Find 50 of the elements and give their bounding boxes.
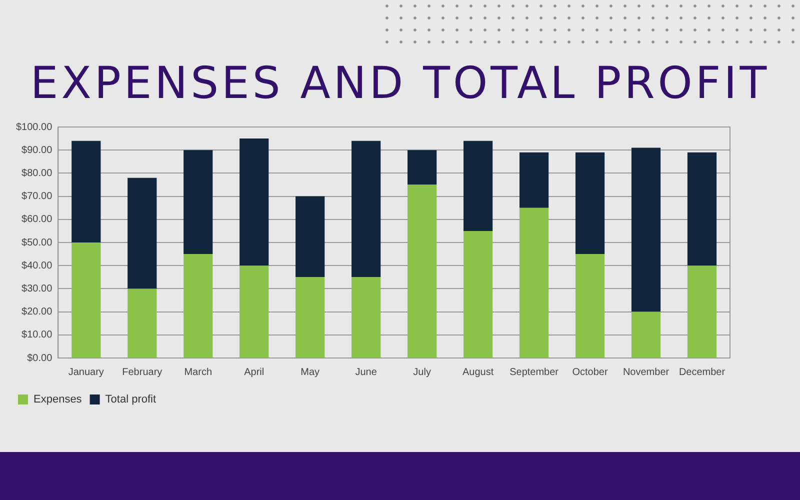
- x-tick-label: January: [68, 366, 104, 378]
- bar: [352, 277, 381, 358]
- y-tick-label: $40.00: [22, 260, 53, 272]
- chart-title: EXPENSES AND TOTAL PROFIT: [29, 58, 771, 109]
- y-tick-label: $70.00: [22, 191, 53, 202]
- y-tick-label: $90.00: [22, 144, 53, 156]
- y-tick-label: $100.00: [16, 122, 53, 133]
- bar: [519, 208, 549, 358]
- bar: [575, 152, 605, 254]
- y-tick-label: $30.00: [22, 283, 53, 294]
- bar: [464, 140, 493, 231]
- bar: [240, 266, 269, 358]
- x-tick-label: March: [184, 366, 212, 378]
- x-tick-label: September: [510, 366, 560, 378]
- bar: [408, 150, 437, 185]
- x-tick-label: February: [122, 366, 162, 378]
- bar: [408, 184, 437, 358]
- x-tick-label: July: [413, 366, 431, 378]
- bar: [240, 138, 269, 266]
- bar: [184, 150, 213, 254]
- x-tick-label: June: [355, 366, 378, 378]
- x-tick-label: December: [678, 366, 726, 378]
- bar: [464, 230, 493, 358]
- bar: [72, 242, 101, 358]
- bar: [296, 277, 325, 358]
- legend-label: Expenses: [34, 394, 82, 406]
- bar: [687, 152, 717, 266]
- y-tick-label: $20.00: [22, 306, 53, 318]
- legend-label: Total profit: [105, 394, 156, 406]
- bar: [128, 288, 157, 358]
- bar: [519, 152, 549, 208]
- bar: [631, 312, 661, 358]
- y-tick-label: $80.00: [22, 168, 53, 179]
- bar: [687, 266, 717, 358]
- x-tick-label: August: [462, 366, 494, 378]
- bar: [352, 140, 381, 278]
- x-tick-label: April: [244, 366, 264, 378]
- bar: [128, 178, 157, 289]
- bar: [184, 254, 213, 358]
- x-tick-label: October: [572, 366, 608, 378]
- x-tick-label: November: [622, 366, 670, 378]
- bar: [72, 140, 101, 242]
- bar: [575, 254, 605, 358]
- bar: [296, 196, 325, 278]
- y-tick-label: $10.00: [22, 330, 53, 341]
- y-tick-label: $0.00: [27, 352, 53, 364]
- x-tick-label: May: [300, 366, 320, 378]
- y-tick-label: $60.00: [22, 214, 53, 226]
- bar: [631, 148, 661, 312]
- y-tick-label: $50.00: [22, 237, 53, 248]
